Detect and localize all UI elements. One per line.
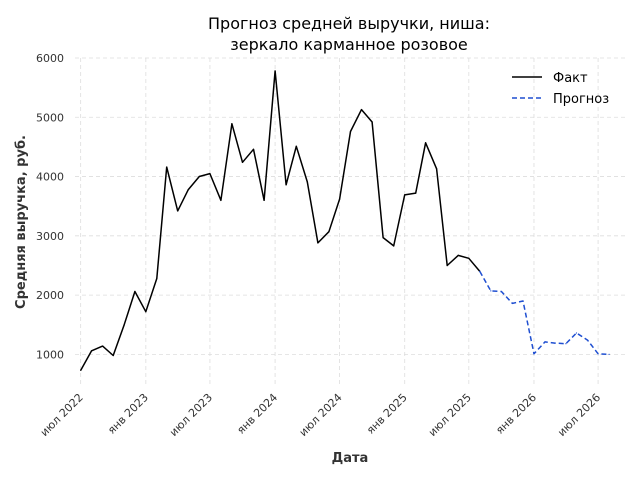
- x-tick-label: июл 2025: [426, 391, 474, 439]
- chart-subtitle: зеркало карманное розовое: [230, 35, 468, 54]
- x-axis-ticks: июл 2022 янв 2023 июл 2023 янв 2024 июл 2024…: [38, 391, 603, 439]
- y-tick-label: 2000: [36, 289, 64, 302]
- data-point: [112, 354, 114, 357]
- data-point: [145, 311, 147, 313]
- x-axis-label: Дата: [332, 451, 369, 466]
- x-tick-label: июл 2024: [297, 391, 345, 439]
- data-point: [80, 369, 82, 371]
- x-tick-label: июл 2023: [167, 391, 215, 439]
- data-point: [404, 194, 406, 196]
- data-point: [533, 353, 535, 355]
- y-tick-label: 1000: [36, 348, 64, 361]
- data-point: [306, 181, 308, 183]
- data-point: [295, 145, 297, 147]
- data-point: [349, 130, 352, 133]
- data-point: [544, 341, 546, 343]
- y-tick-label: 5000: [36, 111, 64, 124]
- data-point: [457, 254, 459, 256]
- data-point: [608, 353, 610, 355]
- data-point: [231, 123, 233, 125]
- series-line-fact: [80, 70, 481, 371]
- data-point: [382, 237, 384, 239]
- data-point: [209, 173, 211, 175]
- data-point: [156, 277, 158, 280]
- data-point: [285, 184, 287, 186]
- data-point: [91, 350, 93, 352]
- data-point: [123, 324, 125, 326]
- grid-lines: [75, 57, 625, 384]
- data-point: [479, 270, 481, 272]
- data-point: [328, 231, 330, 233]
- data-point: [252, 148, 255, 150]
- data-point: [263, 199, 265, 201]
- data-point: [554, 342, 556, 344]
- data-point: [134, 290, 136, 293]
- x-tick-label: янв 2024: [234, 391, 280, 437]
- data-point: [490, 290, 492, 292]
- data-point: [468, 257, 470, 259]
- data-point: [446, 264, 448, 267]
- y-tick-label: 3000: [36, 230, 64, 243]
- y-axis-ticks: 1000 2000 3000 4000 5000 6000: [36, 52, 64, 361]
- data-point: [274, 70, 276, 72]
- data-point: [198, 175, 200, 178]
- data-point: [177, 210, 179, 212]
- chart-title: Прогноз средней выручки, ниша:: [208, 14, 490, 33]
- data-point: [500, 290, 502, 293]
- data-point: [575, 332, 578, 334]
- data-point: [415, 192, 417, 194]
- data-point: [102, 345, 104, 347]
- x-tick-label: янв 2023: [105, 391, 151, 437]
- legend-label-fact: Факт: [553, 71, 588, 86]
- y-tick-label: 6000: [36, 52, 64, 65]
- legend: Факт Прогноз: [512, 71, 609, 107]
- data-point: [339, 198, 341, 200]
- x-tick-label: янв 2026: [493, 391, 539, 437]
- data-point: [436, 168, 438, 170]
- data-point: [597, 353, 599, 355]
- data-point: [511, 302, 513, 304]
- data-point: [187, 189, 189, 191]
- data-point: [360, 109, 363, 111]
- data-point: [317, 242, 319, 244]
- series-lines: [80, 70, 610, 371]
- data-point: [166, 166, 168, 168]
- data-point: [241, 161, 244, 163]
- x-tick-label: июл 2022: [38, 391, 86, 439]
- legend-label-forecast: Прогноз: [553, 92, 609, 107]
- data-point: [393, 245, 395, 247]
- data-point: [371, 121, 373, 123]
- data-point: [220, 199, 222, 201]
- x-tick-label: июл 2026: [555, 391, 603, 439]
- x-tick-label: янв 2025: [364, 391, 410, 437]
- y-tick-label: 4000: [36, 171, 64, 184]
- data-point: [425, 142, 427, 144]
- y-axis-label: Средняя выручка, руб.: [14, 135, 29, 309]
- data-point: [586, 339, 589, 341]
- data-point: [565, 343, 567, 345]
- data-point: [522, 300, 524, 302]
